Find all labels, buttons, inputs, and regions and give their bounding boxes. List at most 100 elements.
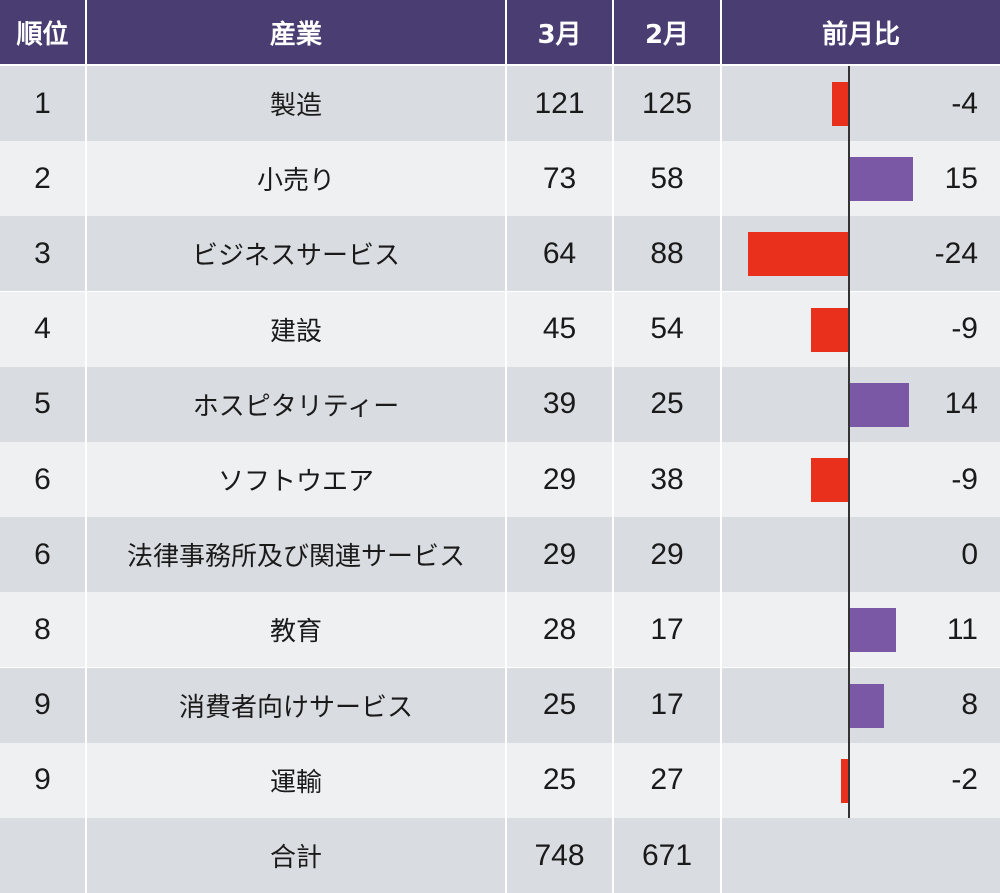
march-cell: 121	[534, 86, 585, 120]
column-separator	[612, 291, 614, 367]
diff-bar	[840, 758, 849, 803]
table-row: 1 製造 121 125 -4	[0, 66, 1000, 141]
diff-bar	[811, 458, 849, 502]
table-row: 6 ソフトウエア 29 38 -9	[0, 442, 1000, 517]
diff-value: 11	[946, 612, 978, 646]
column-separator	[612, 366, 614, 442]
column-separator	[505, 667, 507, 743]
column-separator	[612, 517, 614, 593]
header-industry: 産業	[87, 0, 505, 64]
rank-cell: 5	[34, 387, 51, 421]
column-separator	[505, 141, 507, 217]
diff-bar	[850, 157, 913, 202]
column-separator	[85, 517, 87, 593]
column-separator	[85, 141, 87, 217]
diff-value: 15	[944, 161, 978, 195]
column-separator	[85, 818, 87, 893]
industry-cell: 法律事務所及び関連サービス	[126, 542, 465, 573]
feb-cell: 29	[650, 537, 684, 571]
column-separator	[505, 366, 507, 442]
diff-bar	[811, 307, 849, 352]
total-row: 合計 748 671	[0, 818, 1000, 893]
diff-value: -4	[951, 86, 978, 120]
feb-cell: 17	[650, 612, 684, 646]
column-separator	[612, 141, 614, 217]
column-separator	[612, 818, 614, 893]
diff-bar	[850, 683, 884, 728]
column-separator	[505, 66, 507, 141]
rank-cell: 9	[34, 688, 51, 722]
rank-cell: 6	[34, 537, 51, 571]
column-separator	[505, 818, 507, 893]
column-separator	[720, 742, 722, 818]
header-feb: 2月	[614, 0, 720, 64]
feb-cell: 17	[650, 688, 684, 722]
column-separator	[720, 667, 722, 743]
rank-cell: 8	[34, 612, 51, 646]
feb-cell: 125	[641, 86, 693, 120]
industry-cell: 建設	[269, 316, 322, 347]
column-separator	[505, 291, 507, 367]
column-separator	[612, 66, 614, 141]
column-separator	[505, 592, 507, 668]
rank-cell: 9	[34, 763, 51, 797]
feb-cell: 27	[650, 763, 684, 797]
rank-cell: 3	[34, 236, 51, 270]
diff-bar	[832, 82, 849, 126]
diff-bar	[850, 382, 909, 427]
column-separator	[612, 442, 614, 517]
table-row: 9 運輸 25 27 -2	[0, 742, 1000, 818]
diff-value: -24	[934, 236, 978, 270]
column-separator	[720, 141, 722, 217]
column-separator	[720, 442, 722, 517]
table-row: 4 建設 45 54 -9	[0, 291, 1000, 367]
column-separator	[612, 667, 614, 743]
column-separator	[85, 291, 87, 367]
column-separator	[720, 216, 722, 292]
table-row: 2 小売り 73 58 15	[0, 141, 1000, 217]
table-row: 6 法律事務所及び関連サービス 29 29 0	[0, 517, 1000, 593]
industry-cell: 教育	[269, 617, 322, 648]
feb-cell: 54	[650, 312, 684, 346]
header-diff: 前月比	[722, 0, 1000, 64]
column-separator	[505, 442, 507, 517]
column-separator	[505, 742, 507, 818]
header-march: 3月	[507, 0, 612, 64]
diff-value: 0	[961, 537, 978, 571]
industry-cell: ソフトウエア	[217, 467, 374, 497]
total-march: 748	[534, 838, 585, 872]
industry-cell: 運輸	[269, 767, 322, 798]
feb-cell: 58	[650, 161, 684, 195]
table-row: 9 消費者向けサービス 25 17 8	[0, 667, 1000, 743]
rank-cell: 6	[34, 462, 51, 496]
column-separator	[720, 517, 722, 593]
feb-cell: 25	[650, 387, 684, 421]
diff-bar	[850, 608, 897, 653]
column-separator	[85, 66, 87, 141]
rank-cell: 4	[34, 312, 51, 346]
table-row: 5 ホスピタリティー 39 25 14	[0, 366, 1000, 442]
industry-cell: ホスピタリティー	[192, 391, 400, 422]
diff-value: 8	[961, 688, 978, 722]
column-separator	[720, 818, 722, 893]
march-cell: 39	[542, 387, 577, 421]
column-separator	[85, 592, 87, 668]
column-separator	[505, 216, 507, 292]
column-separator	[505, 517, 507, 593]
table-row: 3 ビジネスサービス 64 88 -24	[0, 216, 1000, 292]
diff-value: -9	[951, 462, 978, 496]
march-cell: 73	[542, 161, 577, 195]
column-separator	[85, 742, 87, 818]
diff-value: -9	[951, 312, 978, 346]
table-row: 8 教育 28 17 11	[0, 592, 1000, 668]
march-cell: 25	[542, 688, 577, 722]
march-cell: 64	[542, 236, 577, 270]
column-separator	[85, 216, 87, 292]
header-rank: 順位	[0, 0, 85, 64]
industry-cell: 製造	[269, 91, 322, 121]
feb-cell: 88	[650, 236, 684, 270]
column-separator	[612, 216, 614, 292]
diff-value: -2	[951, 763, 978, 797]
column-separator	[85, 442, 87, 517]
zero-axis-line	[848, 66, 850, 818]
